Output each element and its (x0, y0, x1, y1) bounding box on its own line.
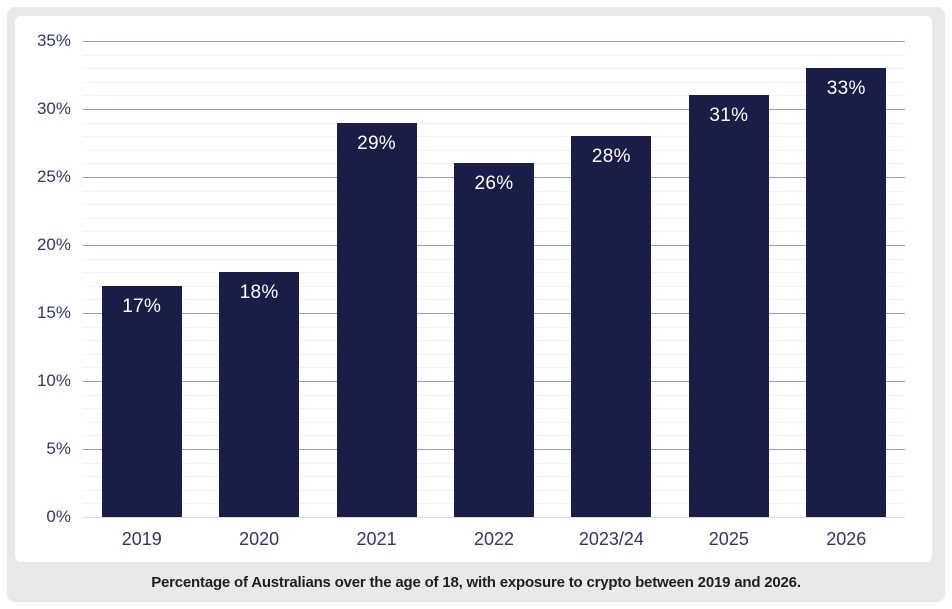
y-axis-tick-label: 30% (36, 99, 71, 118)
bar-slot: 26% (435, 41, 552, 517)
bar-slot: 17% (83, 41, 200, 517)
x-axis-tick-label: 2019 (121, 529, 162, 549)
bar-value-label: 29% (357, 132, 397, 154)
minor-gridline (83, 54, 905, 56)
bars-layer: 17% 18% 29% 26% 28% 31% 33% (83, 41, 905, 517)
bar-2019: 17% (101, 285, 182, 517)
x-axis-tick-label: 2026 (826, 529, 867, 549)
minor-gridline (83, 81, 905, 83)
plot-area: 0% 5% 10% 15% 20% 25% 30% 35% 17% 18% 29% 26% 28% 31… (37, 31, 905, 526)
caption: Percentage of Australians over the age o… (151, 573, 801, 591)
caption-strip: Percentage of Australians over the age o… (7, 562, 945, 602)
baseline-gridline: 0% (46, 507, 905, 526)
major-gridline: 30% (37, 99, 905, 118)
minor-gridline (83, 122, 905, 124)
x-axis-tick-label: 2022 (473, 529, 514, 549)
x-axis: 2019 2020 2021 2022 2023/24 2025 2026 (83, 517, 905, 562)
y-axis-tick-label: 35% (36, 31, 71, 50)
bar-value-label: 26% (474, 173, 514, 195)
bar-slot: 33% (788, 41, 905, 517)
x-axis-tick-label: 2021 (356, 529, 397, 549)
bar-value-label: 28% (591, 146, 631, 168)
chart-panel: 0% 5% 10% 15% 20% 25% 30% 35% 17% 18% 29% 26% 28% 31… (7, 7, 945, 602)
major-gridline: 35% (37, 31, 905, 50)
y-axis-tick-label: 20% (36, 235, 71, 254)
minor-gridline (83, 95, 905, 97)
bar-2023/24: 28% (571, 136, 652, 517)
bar-value-label: 31% (709, 105, 749, 127)
bar-slot: 28% (553, 41, 670, 517)
bar-2026: 33% (806, 68, 887, 517)
y-axis-tick-label: 25% (36, 167, 71, 186)
bar-value-label: 17% (122, 295, 162, 317)
bar-slot: 18% (200, 41, 317, 517)
bar-slot: 29% (318, 41, 435, 517)
minor-gridline (83, 136, 905, 138)
x-axis-tick-label: 2025 (708, 529, 749, 549)
bar-2022: 26% (453, 163, 534, 517)
minor-gridline (83, 68, 905, 70)
bar-2025: 31% (688, 95, 769, 517)
bar-2021: 29% (336, 122, 417, 517)
x-axis-tick-label: 2020 (239, 529, 280, 549)
y-axis-tick-label: 15% (36, 303, 71, 322)
y-axis-tick-label: 10% (36, 371, 71, 390)
bar-slot: 31% (670, 41, 787, 517)
y-axis-tick-label: 0% (46, 507, 71, 526)
chart-card: 0% 5% 10% 15% 20% 25% 30% 35% 17% 18% 29% 26% 28% 31… (15, 16, 932, 562)
bar-value-label: 18% (239, 282, 279, 304)
x-axis-tick-label: 2023/24 (578, 529, 644, 549)
bar-2020: 18% (219, 272, 300, 517)
minor-gridline (83, 149, 905, 151)
y-axis-tick-label: 5% (46, 439, 71, 458)
bar-value-label: 33% (826, 78, 866, 100)
